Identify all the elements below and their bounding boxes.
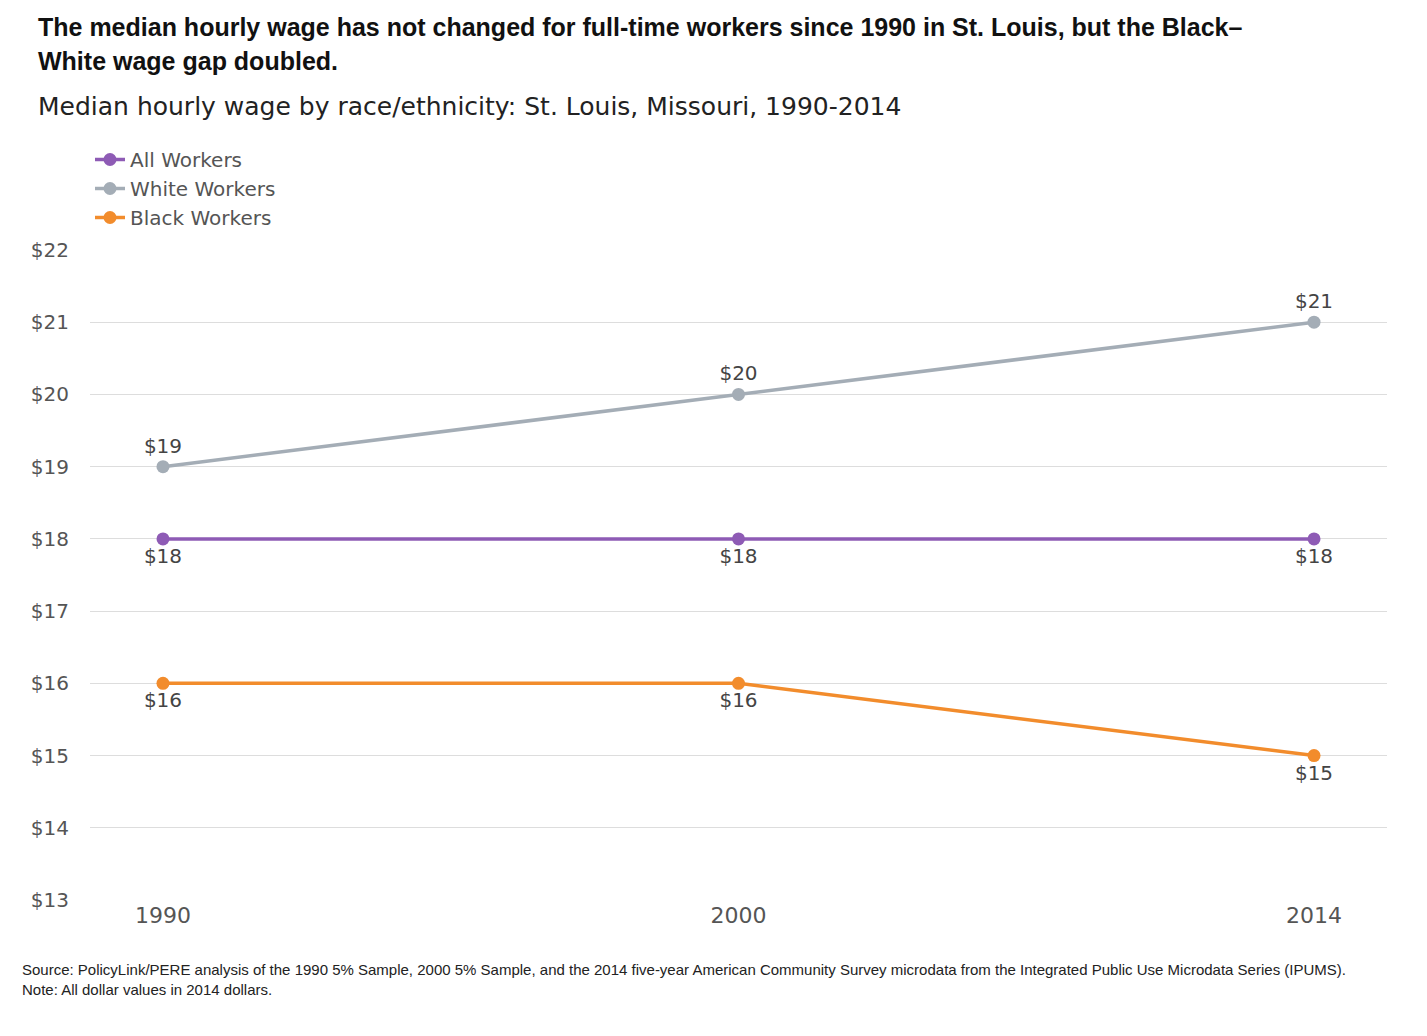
svg-text:$13: $13 <box>31 888 69 912</box>
svg-text:2014: 2014 <box>1286 903 1342 928</box>
svg-text:$15: $15 <box>31 744 69 768</box>
svg-text:$20: $20 <box>719 361 757 385</box>
html-text:The median hourly wage has not: The median hourly wage has not changed f… <box>38 13 1243 75</box>
html-text:Median hourly wage by race/eth: Median hourly wage by race/ethnicity: St… <box>38 92 902 121</box>
svg-text:$18: $18 <box>144 544 182 568</box>
svg-text:$18: $18 <box>719 544 757 568</box>
svg-text:White Workers: White Workers <box>130 177 275 201</box>
svg-text:$16: $16 <box>719 688 757 712</box>
svg-text:Black Workers: Black Workers <box>130 206 271 230</box>
svg-text:1990: 1990 <box>135 903 191 928</box>
svg-text:$19: $19 <box>31 455 69 479</box>
svg-text:All Workers: All Workers <box>130 148 242 172</box>
html-text:Note: All dollar values in 201: Note: All dollar values in 2014 dollars. <box>22 981 273 998</box>
svg-text:$21: $21 <box>1295 289 1333 313</box>
svg-text:$16: $16 <box>31 671 69 695</box>
html-text:Source: PolicyLink/PERE analys: Source: PolicyLink/PERE analysis of the … <box>22 961 1346 978</box>
svg-text:$18: $18 <box>31 527 69 551</box>
svg-text:$19: $19 <box>144 434 182 458</box>
svg-text:$14: $14 <box>31 816 69 840</box>
svg-text:2000: 2000 <box>711 903 767 928</box>
svg-text:$18: $18 <box>1295 544 1333 568</box>
svg-text:$21: $21 <box>31 310 69 334</box>
svg-text:$20: $20 <box>31 382 69 406</box>
svg-text:$16: $16 <box>144 688 182 712</box>
svg-text:$15: $15 <box>1295 761 1333 785</box>
svg-text:$17: $17 <box>31 599 69 623</box>
svg-text:$22: $22 <box>31 238 69 262</box>
